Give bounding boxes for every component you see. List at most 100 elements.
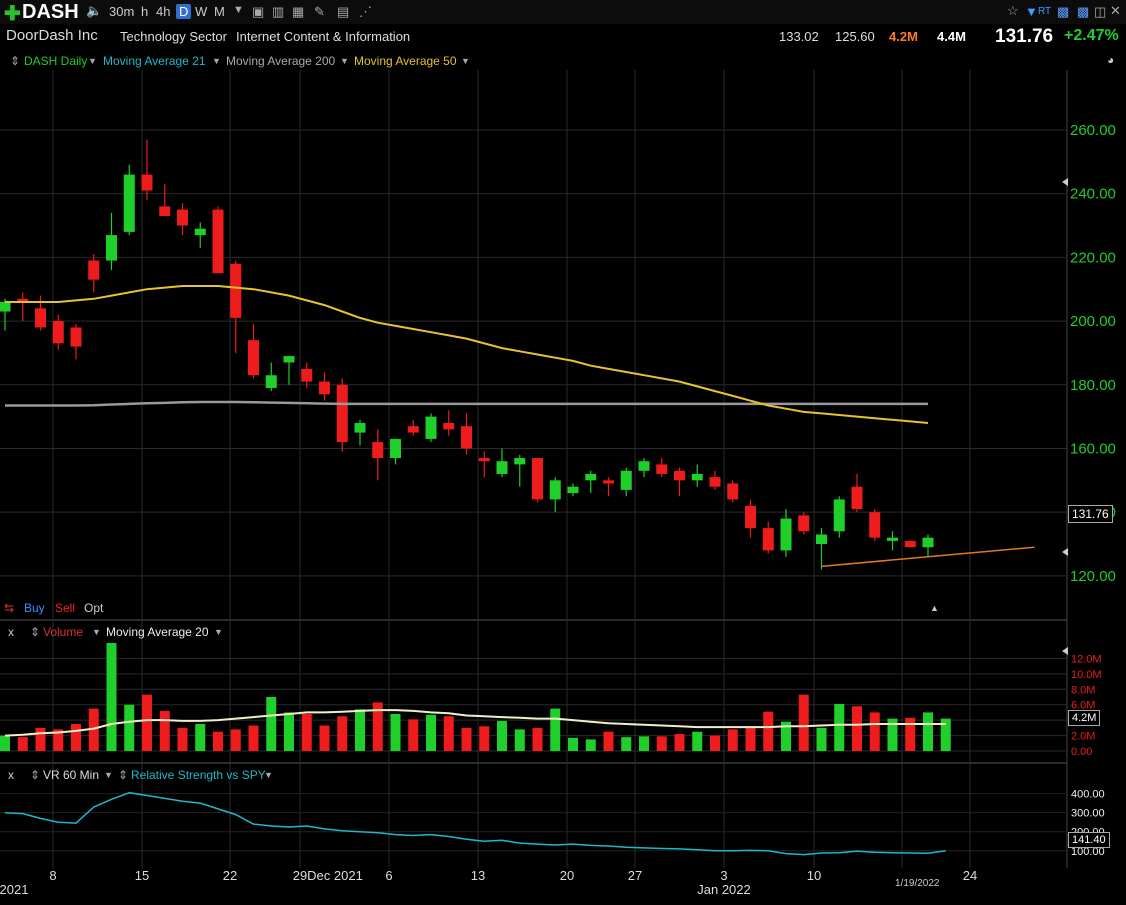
rs-last-badge: 141.40 bbox=[1068, 832, 1110, 848]
volume-ma-label[interactable]: Moving Average 20 bbox=[106, 625, 209, 639]
option-button[interactable]: Opt bbox=[84, 601, 104, 615]
volume-dropdown-icon[interactable]: ▼ bbox=[92, 627, 101, 637]
split-icon[interactable]: ◫ bbox=[1094, 4, 1107, 19]
volume-bar bbox=[479, 726, 490, 751]
volume-bar bbox=[585, 739, 596, 751]
candle-body bbox=[887, 537, 898, 541]
volume-bar bbox=[656, 736, 667, 751]
timeframe-dropdown-icon[interactable]: ▼ bbox=[233, 4, 244, 16]
candle-body bbox=[336, 384, 348, 443]
tf-m[interactable]: M bbox=[214, 4, 225, 19]
volume-bar bbox=[408, 719, 419, 751]
rs-drag-icon-2[interactable]: ⇕ bbox=[118, 768, 129, 782]
rs-dropdown-icon[interactable]: ▼ bbox=[264, 770, 273, 780]
legend-ma200[interactable]: Moving Average 200 bbox=[226, 54, 336, 68]
volume-bar bbox=[195, 724, 206, 751]
close-icon[interactable]: ✕ bbox=[1110, 3, 1121, 18]
candle-body bbox=[816, 534, 827, 545]
candle-body bbox=[549, 480, 561, 500]
add-symbol-icon[interactable]: ✚ bbox=[4, 3, 21, 25]
candle-body bbox=[390, 438, 401, 459]
volume-bar bbox=[763, 711, 774, 751]
trade-icon[interactable]: ⇆ bbox=[4, 601, 15, 615]
notes-icon[interactable]: ▤ bbox=[337, 4, 350, 19]
volume-bar bbox=[248, 725, 259, 751]
series-dropdown-icon[interactable]: ▼ bbox=[88, 56, 97, 66]
symbol-label[interactable]: DASH bbox=[22, 1, 79, 23]
ma50-dropdown-icon[interactable]: ▼ bbox=[461, 56, 470, 66]
candle-body bbox=[727, 483, 739, 500]
price-tick-label: 240.00 bbox=[1070, 186, 1116, 203]
chart-type-icon[interactable]: ▣ bbox=[252, 4, 265, 19]
candle-body bbox=[17, 298, 29, 302]
indicators-icon[interactable]: ▥ bbox=[272, 4, 285, 19]
volume-bar bbox=[301, 713, 312, 751]
candle-body bbox=[106, 235, 117, 261]
candle-body bbox=[532, 458, 543, 500]
tf-h[interactable]: h bbox=[141, 4, 149, 19]
link-icon[interactable]: ▩ bbox=[1077, 4, 1090, 19]
sell-button[interactable]: Sell bbox=[55, 601, 76, 615]
tf-w[interactable]: W bbox=[195, 4, 208, 19]
legend-series[interactable]: DASH Daily bbox=[24, 54, 88, 68]
date-cursor-label: 1/19/2022 bbox=[895, 878, 940, 889]
high-value: 133.02 bbox=[779, 29, 819, 44]
chart-area[interactable]: 120.00140.00160.00180.00200.00220.00240.… bbox=[0, 70, 1126, 905]
palette-icon[interactable]: ◕ bbox=[1107, 53, 1115, 67]
legend-ma21[interactable]: Moving Average 21 bbox=[103, 54, 206, 68]
ma50-line bbox=[5, 285, 929, 424]
candle-body bbox=[461, 426, 472, 449]
volume-bar bbox=[869, 712, 880, 751]
rs-label[interactable]: Relative Strength vs SPY bbox=[131, 768, 266, 782]
trendline bbox=[821, 546, 1035, 568]
x-tick-label: 2021 bbox=[0, 882, 28, 897]
candle-body bbox=[833, 499, 845, 532]
ma21-dropdown-icon[interactable]: ▼ bbox=[212, 56, 221, 66]
volume-bar bbox=[159, 710, 170, 751]
candle-body bbox=[514, 458, 526, 465]
draw-icon[interactable]: ✎ bbox=[314, 4, 325, 19]
rs-close-button[interactable]: x bbox=[8, 768, 14, 782]
legend-ma50[interactable]: Moving Average 50 bbox=[354, 54, 457, 68]
candle-body bbox=[319, 381, 330, 395]
speaker-icon[interactable]: 🔈 bbox=[86, 3, 103, 18]
candle-body bbox=[265, 375, 277, 388]
volume-tick-label: 8.0M bbox=[1071, 684, 1095, 696]
volume-bar bbox=[284, 712, 294, 751]
volume-bar bbox=[0, 735, 10, 751]
volume-close-button[interactable]: x bbox=[8, 625, 14, 639]
star-icon[interactable]: ☆ bbox=[1007, 3, 1019, 18]
industry-link[interactable]: Internet Content & Information bbox=[236, 29, 411, 44]
drag-handle-icon[interactable]: ⇕ bbox=[10, 54, 21, 68]
volume-bar bbox=[35, 727, 46, 751]
candle-body bbox=[123, 174, 135, 232]
rs-interval-label[interactable]: VR 60 Min bbox=[43, 768, 100, 782]
company-name[interactable]: DoorDash Inc bbox=[6, 27, 98, 44]
sector-link[interactable]: Technology Sector bbox=[120, 29, 227, 44]
buy-button[interactable]: Buy bbox=[24, 601, 45, 615]
volume-ma-dropdown-icon[interactable]: ▼ bbox=[214, 627, 223, 637]
layout-icon[interactable]: ▦ bbox=[292, 4, 305, 19]
rt-label[interactable]: RT bbox=[1038, 6, 1052, 17]
volume-bar bbox=[621, 737, 632, 751]
rs-tick-label: 400.00 bbox=[1071, 789, 1105, 801]
quote-info-bar: DoorDash Inc Technology Sector Internet … bbox=[0, 24, 1126, 50]
filter-icon[interactable]: ▼ bbox=[1025, 4, 1038, 19]
volume-label[interactable]: Volume bbox=[43, 625, 84, 639]
share-icon[interactable]: ⋰ bbox=[359, 4, 372, 19]
tf-4h[interactable]: 4h bbox=[156, 4, 171, 19]
price-legend: ⇕ DASH Daily ▼ Moving Average 21 ▼ Movin… bbox=[0, 50, 1126, 70]
last-price: 131.76 bbox=[995, 26, 1054, 47]
volume-drag-icon[interactable]: ⇕ bbox=[30, 625, 41, 639]
candle-body bbox=[70, 327, 82, 347]
rs-interval-dropdown-icon[interactable]: ▼ bbox=[104, 770, 113, 780]
tf-d[interactable]: D bbox=[176, 4, 192, 19]
scroll-up-icon[interactable]: ▲ bbox=[930, 603, 939, 613]
volume-tick-label: 0.00 bbox=[1071, 746, 1092, 758]
volume-tick-label: 10.0M bbox=[1071, 669, 1102, 681]
ma200-dropdown-icon[interactable]: ▼ bbox=[340, 56, 349, 66]
rs-drag-icon[interactable]: ⇕ bbox=[30, 768, 41, 782]
tf-30m[interactable]: 30m bbox=[109, 4, 135, 19]
s-logo-icon[interactable]: ▩ bbox=[1057, 4, 1070, 19]
price-tick-label: 160.00 bbox=[1070, 440, 1116, 457]
